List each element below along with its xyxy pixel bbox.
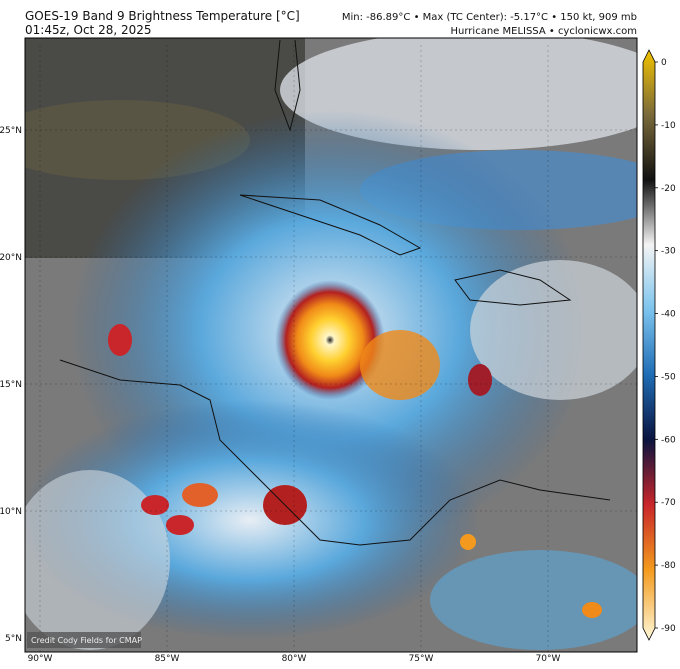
lon-label: 75°W xyxy=(409,654,434,664)
credit: Credit Cody Fields for CMAP xyxy=(31,636,142,645)
colorbar-tick-label: -20 xyxy=(661,184,676,194)
lat-label: 20°N xyxy=(0,253,22,263)
map-frame xyxy=(24,37,638,653)
lat-labels: 25°N 20°N 15°N 10°N 5°N xyxy=(0,126,22,644)
lat-label: 25°N xyxy=(0,126,22,136)
colorbar-tick-label: -90 xyxy=(661,624,676,634)
colorbar-tick-label: -10 xyxy=(661,121,676,131)
colorbar-tick-label: -70 xyxy=(661,498,676,508)
lon-label: 85°W xyxy=(155,654,180,664)
storm: Hurricane MELISSA • cyclonicwx.com xyxy=(451,26,637,37)
stats: Min: -86.89°C • Max (TC Center): -5.17°C… xyxy=(342,12,637,23)
colorbar-tick-label: -80 xyxy=(661,561,676,571)
lon-labels: 90°W 85°W 80°W 75°W 70°W xyxy=(28,654,561,664)
colorbar-ticks: 0 -10 -20 -30 -40 -50 -60 -70 -80 -90 xyxy=(655,58,676,634)
colorbar-tick-label: -30 xyxy=(661,247,676,257)
lat-label: 15°N xyxy=(0,380,22,390)
colorbar-tick-label: -40 xyxy=(661,310,676,320)
colorbar xyxy=(642,49,656,641)
colorbar-tick-label: -60 xyxy=(661,435,676,445)
colorbar-tick-label: -50 xyxy=(661,372,676,382)
lon-label: 80°W xyxy=(282,654,307,664)
colorbar-tick-label: 0 xyxy=(661,58,667,68)
satellite-image: Credit Cody Fields for CMAP xyxy=(25,38,637,652)
lat-label: 5°N xyxy=(5,634,22,644)
time: 01:45z, Oct 28, 2025 xyxy=(25,23,152,37)
lon-label: 70°W xyxy=(536,654,561,664)
lat-label: 10°N xyxy=(0,507,22,517)
lon-label: 90°W xyxy=(28,654,53,664)
title: GOES-19 Band 9 Brightness Temperature [°… xyxy=(25,9,300,23)
